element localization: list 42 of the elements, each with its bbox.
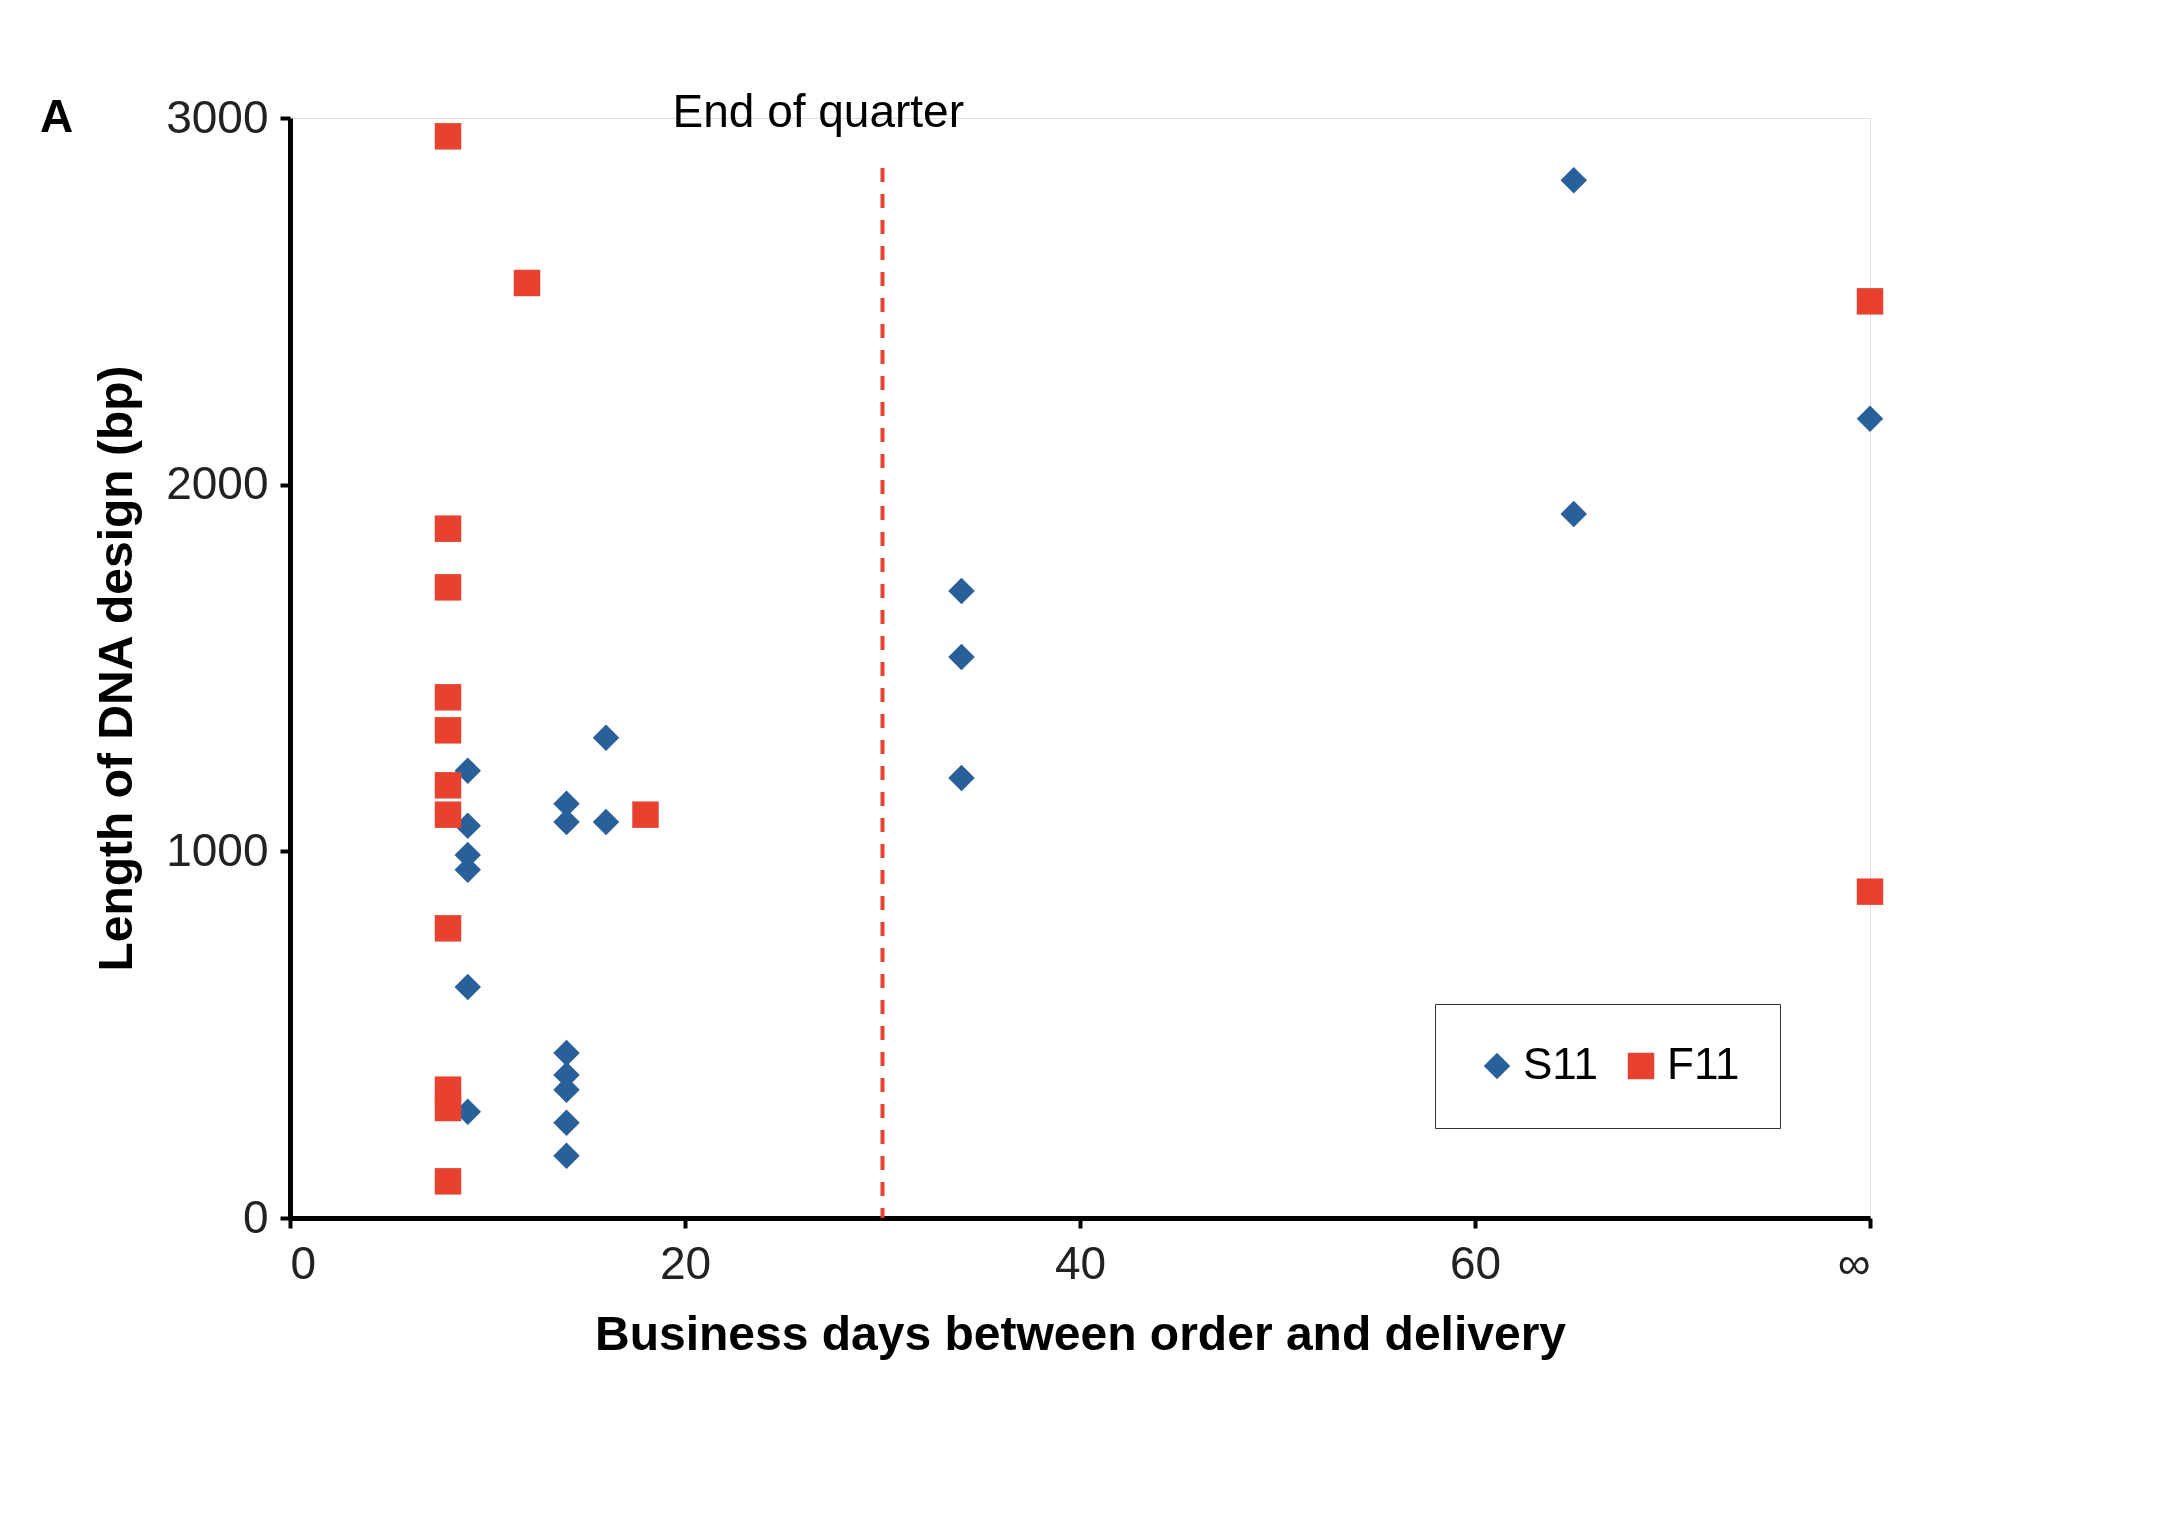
point (592, 724, 620, 751)
x-tick-label: 60 (1449, 1236, 1502, 1289)
point (513, 269, 541, 297)
point (434, 1094, 462, 1122)
point (434, 574, 462, 601)
point (592, 808, 620, 836)
x-tick-label: ∞ (1837, 1236, 1871, 1289)
y-axis-title: Length of DNA design (bp) (89, 365, 143, 972)
y-tick-label: 1000 (166, 823, 269, 876)
point (1856, 288, 1884, 315)
point (454, 973, 481, 1001)
point (553, 1039, 580, 1067)
point (948, 643, 975, 671)
point (434, 684, 462, 711)
point (434, 717, 462, 744)
point (632, 801, 659, 828)
point (434, 915, 462, 942)
x-tick-label: 20 (659, 1236, 712, 1289)
point (948, 577, 975, 605)
point (1856, 405, 1884, 432)
legend-label: F11 (1667, 1039, 1740, 1088)
point (1856, 878, 1884, 905)
point (434, 1168, 462, 1195)
point (454, 757, 481, 784)
point (1560, 167, 1587, 194)
point (434, 772, 462, 799)
text: A (40, 90, 74, 142)
legend-label: S11 (1523, 1039, 1599, 1088)
point (434, 123, 462, 150)
point (948, 764, 975, 792)
ref-line-label: End of quarter (672, 85, 965, 137)
x-tick-label: 0 (290, 1236, 317, 1289)
y-tick-label: 2000 (166, 457, 269, 510)
x-tick-label: 40 (1054, 1236, 1107, 1289)
y-tick-label: 0 (242, 1190, 269, 1243)
point (553, 1109, 580, 1136)
point (434, 515, 462, 542)
point (1560, 500, 1587, 528)
point (434, 801, 462, 828)
x-axis-title: Business days between order and delivery (594, 1306, 1567, 1360)
y-tick-label: 3000 (166, 90, 269, 143)
point (553, 1142, 580, 1169)
